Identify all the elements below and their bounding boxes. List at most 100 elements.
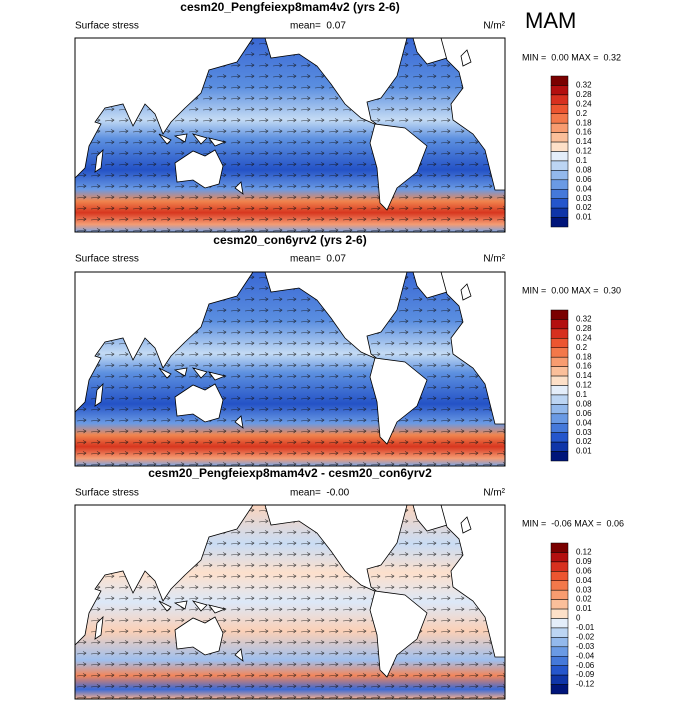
colorbar-box [550,542,569,553]
colorbar-label: 0.09 [576,557,592,566]
colorbar-box [550,580,569,591]
colorbar-label: 0.04 [576,418,592,427]
colorbar-box [550,160,569,171]
colorbar-box [550,571,569,581]
colorbar-box [550,561,569,572]
colorbar-label: 0.06 [576,175,592,184]
colorbar-box [550,375,569,386]
colorbar-box [550,122,569,133]
colorbar-box [550,207,569,218]
map-frame [74,271,506,467]
colorbar-box [550,385,569,396]
colorbar-label: 0.04 [576,576,592,585]
colorbar-box [550,85,569,96]
mean-label: mean= 0.07 [290,254,346,265]
min-max-label: MIN = 0.00 MAX = 0.30 [522,285,621,295]
colorbar-label: 0.03 [576,428,592,437]
colorbar-box [550,394,569,405]
field-label: Surface stress [75,254,139,265]
colorbar-label: 0.14 [576,137,592,146]
colorbar-box [550,113,569,124]
colorbar-label: 0.01 [576,447,592,456]
colorbar-box [550,347,569,358]
map-frame [74,504,506,700]
colorbar-label: 0.16 [576,128,592,137]
colorbar-box [550,608,569,619]
colorbar-box [550,451,569,462]
map [74,271,506,467]
field-label: Surface stress [75,21,139,32]
colorbar-label: 0.03 [576,585,592,594]
colorbar-label: 0.28 [576,90,592,99]
field-label: Surface stress [75,488,139,499]
colorbar-label: 0.16 [576,362,592,371]
map [74,37,506,233]
colorbar-box [550,637,569,648]
panel-title: cesm20_Pengfeiexp8mam4v2 (yrs 2-6) [180,0,399,14]
colorbar-label: 0.2 [576,343,588,352]
colorbar-box [550,170,569,181]
colorbar-label: -0.01 [576,623,595,632]
colorbar-box [550,309,569,320]
colorbar-box [550,94,569,105]
panel: cesm20_con6yrv2 (yrs 2-6) Surface stress m… [74,233,621,467]
colorbar-box [550,217,569,228]
min-max-label: MIN = 0.00 MAX = 0.32 [522,52,621,62]
colorbar-box [550,599,569,610]
colorbar-box [550,319,569,330]
units-label: N/m² [483,254,505,265]
colorbar-label: -0.03 [576,642,595,651]
colorbar-label: 0.02 [576,595,592,604]
panel-title: cesm20_Pengfeiexp8mam4v2 - cesm20_con6yr… [148,466,432,480]
units-label: N/m² [483,21,505,32]
colorbar-box [550,338,569,348]
colorbar-label: 0.04 [576,184,592,193]
colorbar-label: 0.08 [576,165,592,174]
colorbar-box [550,356,569,367]
colorbar-box [550,589,569,600]
colorbar-box [550,423,569,433]
colorbar-box [550,684,569,695]
colorbar-box [550,189,569,199]
colorbar-box [550,413,569,424]
colorbar-box [550,646,569,657]
colorbar-label: 0.18 [576,352,592,361]
colorbar-label: -0.06 [576,661,595,670]
panel: cesm20_Pengfeiexp8mam4v2 - cesm20_con6yr… [74,466,624,700]
panel-title: cesm20_con6yrv2 (yrs 2-6) [213,233,366,247]
colorbar-box [550,366,569,377]
colorbar-label: 0.14 [576,371,592,380]
colorbar-label: 0.24 [576,99,592,108]
colorbar-label: 0.28 [576,324,592,333]
colorbar-label: 0.02 [576,437,592,446]
colorbar-box [550,665,569,676]
colorbar-label: 0.32 [576,315,592,324]
colorbar-label: 0.02 [576,203,592,212]
min-max-label: MIN = -0.06 MAX = 0.06 [522,518,624,528]
mean-label: mean= 0.07 [290,21,346,32]
map-frame [74,37,506,233]
colorbar-label: 0.03 [576,194,592,203]
colorbar-box [550,151,569,162]
colorbar-box [550,198,569,209]
colorbar-label: 0.06 [576,409,592,418]
colorbar-box [550,432,569,443]
colorbar-label: 0.01 [576,213,592,222]
colorbar-label: 0.08 [576,399,592,408]
colorbar-label: 0.2 [576,109,588,118]
colorbar-box [550,552,569,563]
colorbar-label: 0.32 [576,81,592,90]
colorbar-label: 0.12 [576,381,592,390]
colorbar-label: -0.12 [576,680,595,689]
colorbar-label: 0 [576,614,581,623]
colorbar-box [550,627,569,638]
colorbar-box [550,674,569,685]
colorbar-label: 0.12 [576,548,592,557]
mean-label: mean= -0.00 [290,488,350,499]
panel: cesm20_Pengfeiexp8mam4v2 (yrs 2-6) Surfac… [74,0,621,233]
colorbar-label: 0.1 [576,156,588,165]
colorbar-label: -0.04 [576,651,595,660]
colorbar-box [550,404,569,415]
colorbar-label: 0.06 [576,566,592,575]
